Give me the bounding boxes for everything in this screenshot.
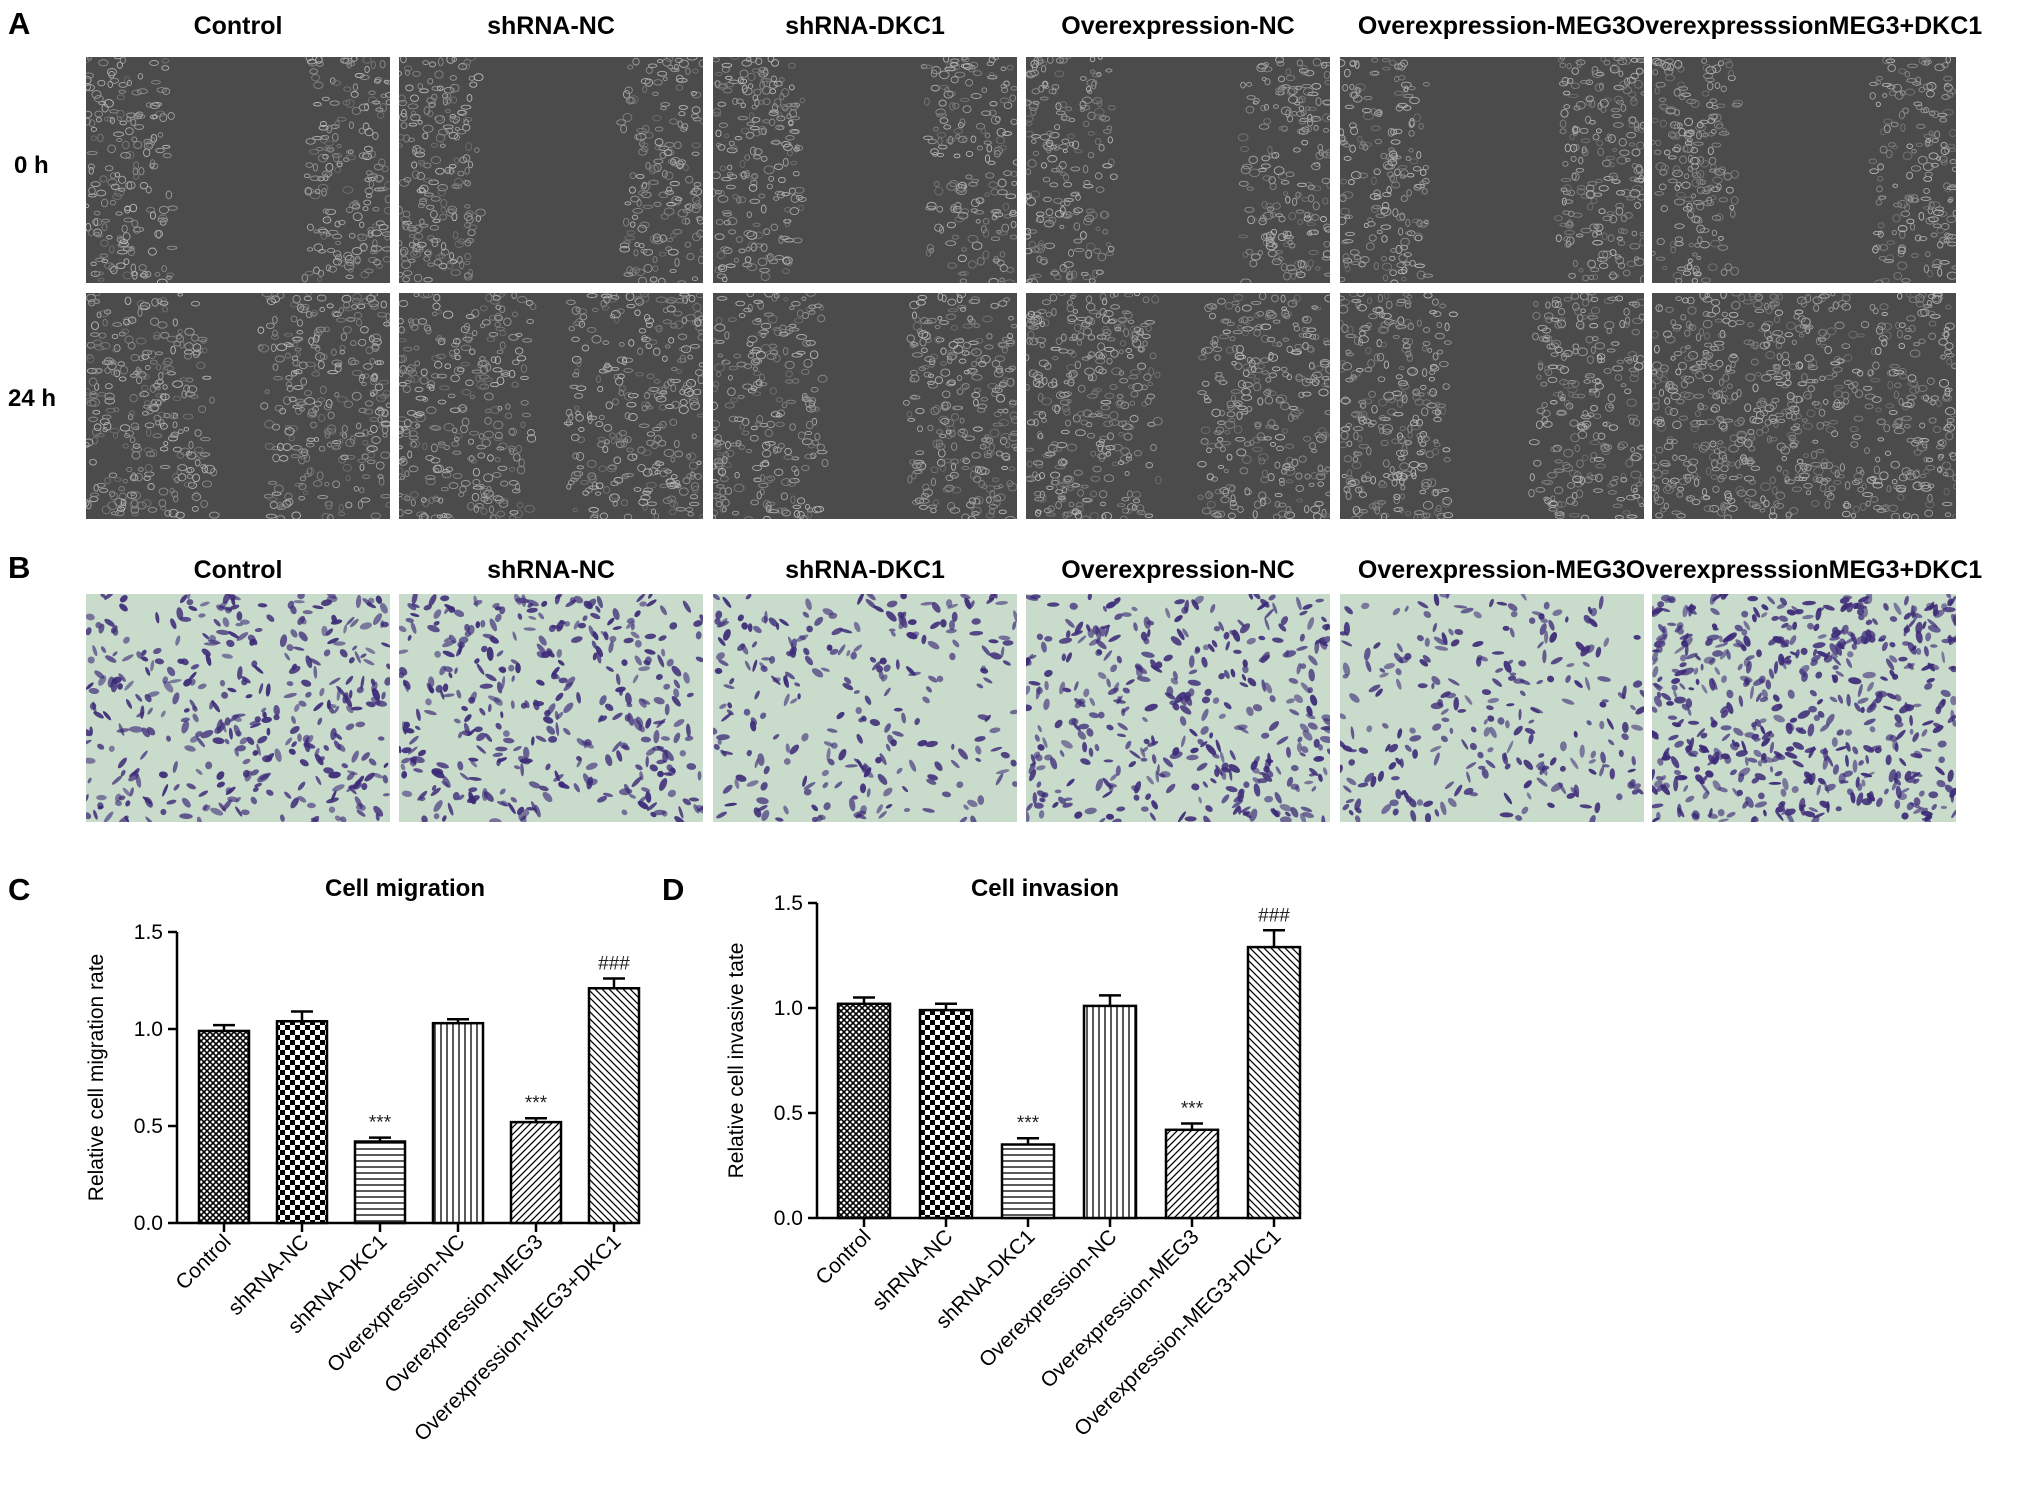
transwell-column-title-overexpression-meg3: Overexpression-MEG3 <box>1357 556 1627 584</box>
bar-control <box>836 1002 892 1220</box>
x-tick-label: Control <box>171 1230 235 1294</box>
transwell-image-overexpresssionmeg3-dkc1 <box>1652 594 1956 822</box>
row-label-24h: 24 h <box>8 385 57 412</box>
x-tick-label: Overexpression-MEG3 <box>380 1230 547 1397</box>
y-tick-label: 0.5 <box>134 1115 163 1138</box>
wound-image-0h-shrna-dkc1 <box>713 57 1017 283</box>
x-tick-label: Overexpression-NC <box>975 1225 1122 1372</box>
x-tick-label: shRNA-NC <box>868 1225 958 1315</box>
x-tick-label: Control <box>811 1225 875 1289</box>
significance-label: ### <box>1258 905 1290 926</box>
wound-column-title-overexpresssionmeg3-dkc1: OverexpresssionMEG3+DKC1 <box>1625 12 1983 40</box>
panel-label-a: A <box>8 6 31 41</box>
y-axis-label: Relative cell invasive tate <box>725 943 748 1179</box>
wound-image-24h-overexpression-meg3 <box>1340 293 1644 519</box>
wound-column-title-overexpression-nc: Overexpression-NC <box>1061 12 1295 40</box>
bar-shrna-nc <box>275 1019 329 1225</box>
wound-image-0h-overexpression-nc <box>1026 57 1330 283</box>
bar-overexpression-meg3-dkc1 <box>587 987 641 1225</box>
y-tick-label: 1.0 <box>134 1018 163 1041</box>
x-tick-label: Overexpression-MEG3 <box>1036 1225 1203 1392</box>
cell-invasion-chart: Cell invasion 0.0 0.5 1.0 1.5 Relative cell i… <box>725 875 1302 1441</box>
bar-shrna-dkc1 <box>1000 1143 1056 1220</box>
wound-image-24h-shrna-dkc1 <box>713 293 1017 519</box>
bar-overexpression-nc <box>1082 1004 1138 1220</box>
significance-label: *** <box>525 1093 548 1114</box>
transwell-column-title-control: Control <box>193 556 283 584</box>
bar-overexpression-meg3 <box>1164 1128 1220 1220</box>
transwell-image-overexpression-meg3 <box>1340 594 1644 822</box>
wound-image-24h-shrna-nc <box>399 293 703 519</box>
error-bar <box>1017 1136 1039 1145</box>
bar-overexpression-nc <box>431 1021 485 1225</box>
error-bar <box>935 1002 957 1011</box>
transwell-image-shrna-nc <box>399 594 703 822</box>
error-bar <box>213 1023 235 1031</box>
error-bar <box>1263 929 1285 948</box>
transwell-image-overexpression-nc <box>1026 594 1330 822</box>
y-tick-label: 1.0 <box>774 997 803 1020</box>
cell-migration-chart: Cell migration 0.0 0.5 1.0 1.5 Relative cell … <box>85 875 641 1446</box>
transwell-column-title-overexpression-nc: Overexpression-NC <box>1061 556 1295 584</box>
significance-label: *** <box>1181 1099 1204 1120</box>
wound-column-title-shrna-dkc1: shRNA-DKC1 <box>785 12 945 40</box>
y-tick-label: 1.5 <box>134 921 163 944</box>
transwell-column-title-shrna-dkc1: shRNA-DKC1 <box>785 556 945 584</box>
transwell-image-shrna-dkc1 <box>713 594 1017 822</box>
error-bar <box>447 1018 469 1024</box>
error-bar <box>291 1010 313 1022</box>
error-bar <box>369 1136 391 1142</box>
bar-overexpression-meg3 <box>509 1120 563 1225</box>
error-bar <box>1099 994 1121 1006</box>
panel-label-c: C <box>8 872 31 907</box>
wound-image-0h-overexpresssionmeg3-dkc1 <box>1652 57 1956 283</box>
y-tick-label: 0.0 <box>774 1207 803 1230</box>
significance-label: *** <box>369 1113 392 1134</box>
row-label-0h: 0 h <box>14 152 49 179</box>
y-axis-label: Relative cell migration rate <box>85 954 108 1201</box>
bar-control <box>197 1029 251 1225</box>
chart-title: Cell invasion <box>971 875 1119 902</box>
error-bar <box>1181 1122 1203 1130</box>
wound-image-24h-overexpresssionmeg3-dkc1 <box>1652 293 1956 519</box>
wound-image-24h-control <box>86 293 390 519</box>
significance-label: *** <box>1017 1113 1040 1134</box>
panel-label-d: D <box>662 872 685 907</box>
wound-column-title-control: Control <box>193 12 283 40</box>
bar-overexpression-meg3-dkc1 <box>1246 945 1302 1220</box>
wound-column-title-shrna-nc: shRNA-NC <box>487 12 615 40</box>
transwell-column-title-shrna-nc: shRNA-NC <box>487 556 615 584</box>
transwell-image-control <box>86 594 390 822</box>
x-tick-label: Overexpression-NC <box>323 1230 470 1377</box>
bar-shrna-nc <box>918 1008 974 1220</box>
y-tick-label: 1.5 <box>774 892 803 915</box>
bar-shrna-dkc1 <box>353 1140 407 1225</box>
panel-label-b: B <box>8 550 31 585</box>
y-tick-label: 0.5 <box>774 1102 803 1125</box>
significance-label: ### <box>598 954 630 975</box>
wound-image-24h-overexpression-nc <box>1026 293 1330 519</box>
error-bar <box>853 996 875 1004</box>
wound-image-0h-overexpression-meg3 <box>1340 57 1644 283</box>
error-bar <box>525 1116 547 1123</box>
chart-title: Cell migration <box>325 875 485 902</box>
wound-image-0h-control <box>86 57 390 283</box>
wound-column-title-overexpression-meg3: Overexpression-MEG3 <box>1357 12 1627 40</box>
wound-image-0h-shrna-nc <box>399 57 703 283</box>
error-bar <box>603 977 625 989</box>
y-tick-label: 0.0 <box>134 1212 163 1235</box>
transwell-column-title-overexpresssionmeg3-dkc1: OverexpresssionMEG3+DKC1 <box>1625 556 1983 584</box>
